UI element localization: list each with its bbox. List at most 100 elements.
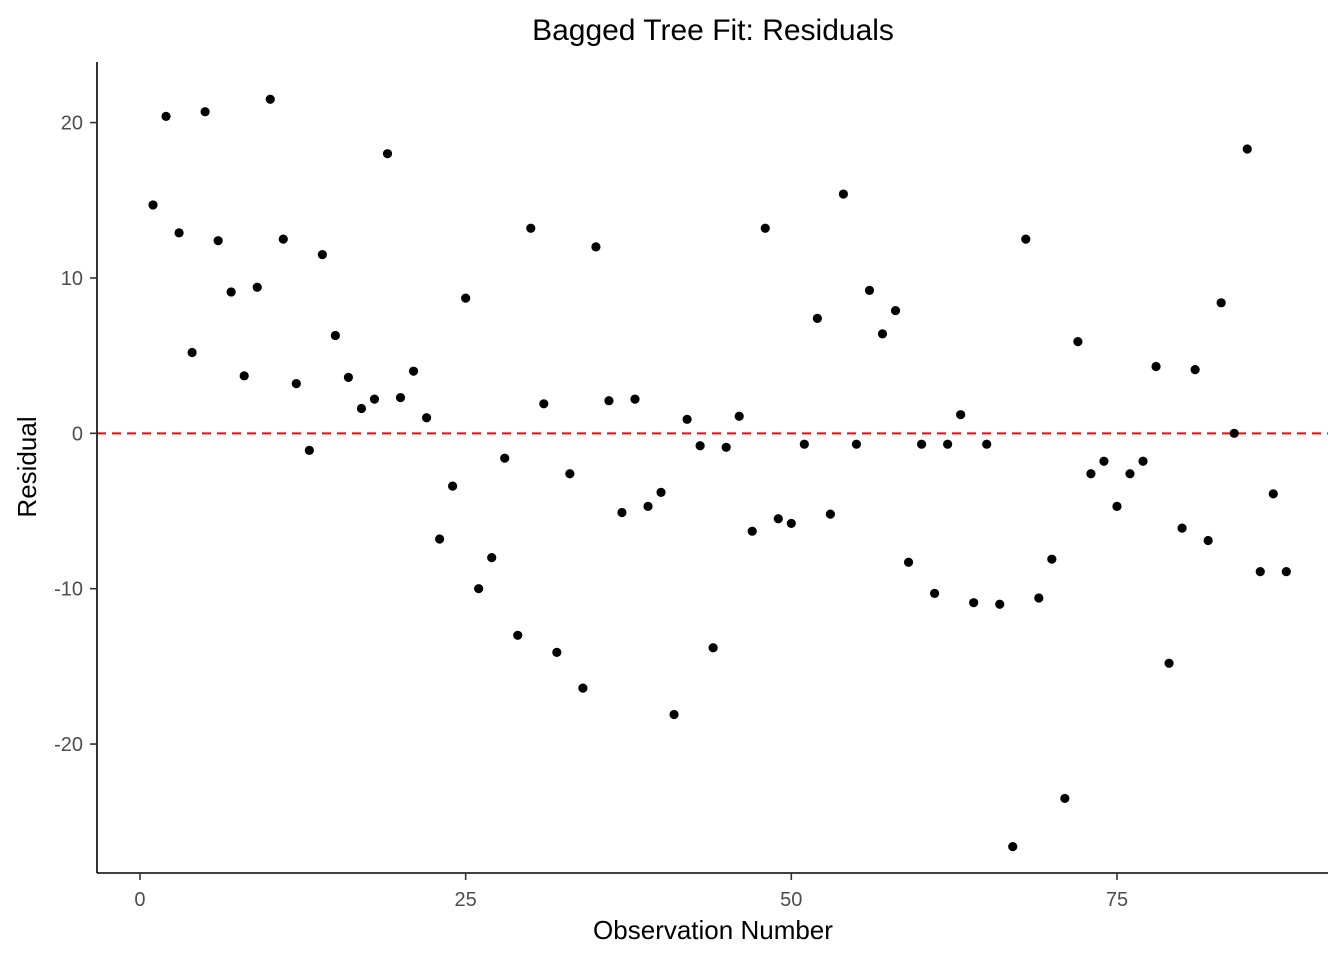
data-point (278, 234, 288, 244)
data-point (1151, 361, 1161, 372)
data-point (864, 285, 875, 295)
data-point (943, 439, 953, 449)
x-tick-label: 0 (134, 889, 145, 911)
data-point (539, 399, 549, 409)
data-point (1073, 337, 1083, 347)
data-point (1229, 428, 1239, 438)
data-point (1021, 234, 1031, 244)
data-point (708, 643, 718, 653)
data-point (982, 439, 992, 449)
data-point (330, 330, 340, 341)
data-point (656, 487, 666, 497)
data-point (1242, 144, 1252, 154)
data-point (1164, 658, 1174, 668)
x-tick-label: 75 (1106, 889, 1128, 911)
y-axis-title: Residual (12, 416, 42, 517)
data-point (239, 371, 249, 381)
data-point (461, 293, 471, 303)
y-tick-label: 20 (61, 113, 83, 135)
data-point (487, 553, 497, 563)
data-point (434, 534, 445, 544)
data-point (500, 453, 510, 463)
data-point (890, 305, 901, 316)
data-point (317, 250, 327, 260)
data-point (838, 189, 849, 199)
data-point (252, 282, 262, 292)
data-point (213, 236, 223, 246)
data-points-layer (148, 94, 1291, 852)
axes-layer (96, 62, 1328, 874)
y-tick-label: -20 (54, 734, 83, 756)
data-point (513, 630, 523, 640)
data-point (174, 228, 184, 238)
data-point (552, 647, 562, 657)
data-point (747, 526, 757, 536)
data-point (408, 366, 419, 376)
x-axis-ticks: 0 25 50 75 (134, 873, 1128, 911)
data-point (1125, 469, 1135, 479)
data-point (1268, 489, 1278, 499)
data-point (1138, 456, 1148, 466)
data-point (421, 413, 432, 423)
data-point (799, 439, 809, 449)
data-point (1034, 593, 1044, 603)
data-point (161, 111, 171, 121)
data-point (669, 709, 679, 720)
data-point (226, 287, 236, 297)
data-point (851, 439, 862, 449)
y-axis-ticks: 20 10 0 -10 -20 (54, 113, 97, 756)
data-point (578, 683, 588, 693)
data-point (291, 379, 301, 389)
data-point (930, 588, 940, 598)
data-point (448, 481, 458, 491)
data-point (721, 442, 731, 452)
y-tick-label: 10 (61, 268, 83, 290)
data-point (1099, 456, 1109, 466)
data-point (969, 598, 979, 608)
data-point (1203, 535, 1213, 546)
data-point (187, 347, 197, 358)
data-point (565, 469, 575, 479)
data-point (1281, 566, 1291, 577)
data-point (916, 439, 927, 449)
data-point (526, 223, 536, 233)
data-point (760, 223, 770, 233)
data-point (474, 584, 484, 594)
data-point (1047, 554, 1057, 564)
data-point (604, 396, 614, 406)
data-point (265, 94, 275, 104)
data-point (1008, 841, 1018, 852)
y-tick-label: 0 (72, 423, 83, 445)
data-point (773, 514, 783, 524)
data-point (200, 107, 210, 117)
data-point (786, 518, 796, 529)
data-point (995, 599, 1005, 609)
data-point (643, 501, 653, 511)
data-point (1112, 501, 1122, 511)
x-tick-label: 25 (455, 889, 477, 911)
data-point (812, 313, 822, 323)
data-point (695, 441, 705, 451)
data-point (1060, 793, 1070, 804)
data-point (903, 557, 914, 567)
data-point (1086, 469, 1096, 479)
data-point (734, 411, 744, 421)
data-point (1177, 523, 1187, 533)
chart-title: Bagged Tree Fit: Residuals (532, 14, 894, 47)
data-point (825, 509, 835, 519)
data-point (382, 149, 393, 159)
data-point (148, 200, 158, 210)
data-point (877, 329, 888, 339)
data-point (304, 445, 314, 456)
data-point (1216, 298, 1226, 308)
data-point (956, 410, 966, 420)
data-point (682, 414, 692, 424)
x-axis-title: Observation Number (593, 915, 833, 945)
data-point (369, 394, 380, 404)
data-point (1190, 365, 1200, 375)
data-point (617, 507, 627, 518)
data-point (343, 372, 354, 382)
data-point (1255, 566, 1265, 577)
